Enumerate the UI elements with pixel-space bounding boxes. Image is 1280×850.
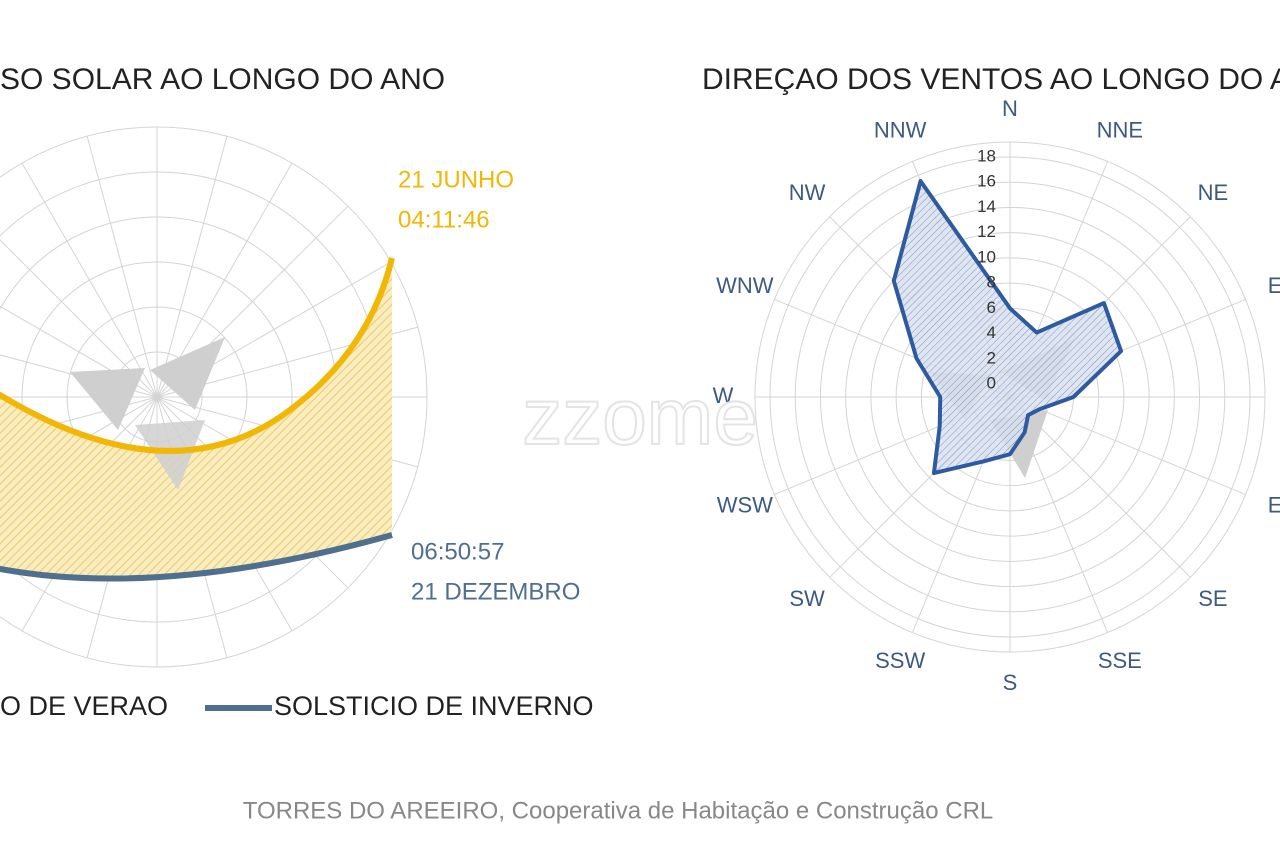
annotation: 21 DEZEMBRO	[411, 578, 580, 605]
direction-label: S	[1003, 670, 1018, 695]
direction-label: N	[1002, 96, 1018, 121]
r-tick-label: 6	[987, 298, 996, 317]
annotation: 21 JUNHO	[398, 166, 514, 193]
annotation: 04:11:46	[398, 206, 490, 233]
compass-arrow	[70, 368, 145, 430]
r-tick-label: 10	[977, 247, 996, 266]
legend-label: O DE VERAO	[0, 691, 168, 721]
grid-spoke	[1009, 396, 1246, 496]
summer-path	[0, 257, 395, 454]
wind-title: DIREÇAO DOS VENTOS AO LONGO DO A	[702, 63, 1280, 96]
sun-path-chart	[0, 126, 428, 668]
direction-label: NW	[789, 180, 826, 205]
annotation: 06:50:57	[411, 538, 504, 565]
direction-label: SSE	[1098, 648, 1142, 673]
direction-label: W	[713, 383, 734, 408]
r-tick-label: 14	[977, 197, 996, 216]
winter-path	[0, 532, 393, 582]
wind-area	[891, 179, 1124, 476]
direction-label: SE	[1198, 586, 1227, 611]
direction-label: SSW	[875, 648, 925, 673]
watermark: zzome	[522, 372, 758, 461]
grid-spoke	[156, 136, 228, 398]
r-tick-label: 12	[977, 222, 996, 241]
grid-spoke	[21, 162, 158, 398]
direction-label: SW	[789, 586, 825, 611]
r-tick-label: 2	[987, 348, 996, 367]
direction-label: E	[1268, 273, 1280, 298]
compass-arrow	[150, 337, 225, 410]
legend-label: SOLSTICIO DE INVERNO	[274, 691, 594, 721]
grid-spoke	[0, 239, 158, 398]
compass-arrow	[135, 420, 205, 490]
r-tick-label: 4	[987, 323, 996, 342]
r-tick-label: 8	[987, 273, 996, 292]
sun-title: SO SOLAR AO LONGO DO ANO	[0, 63, 445, 96]
wind-rose-chart: NNNENEEEESESSESSSWSWWSWWWNWNWNNW02468101…	[713, 96, 1280, 695]
r-tick-label: 18	[977, 146, 996, 165]
direction-label: NNW	[874, 118, 927, 143]
direction-label: NNE	[1097, 118, 1143, 143]
direction-label: E	[1268, 493, 1280, 518]
direction-label: WNW	[716, 273, 774, 298]
direction-label: NE	[1198, 180, 1229, 205]
r-tick-label: 0	[987, 373, 996, 392]
footer: TORRES DO AREEIRO, Cooperativa de Habita…	[243, 797, 994, 824]
grid-spoke	[86, 136, 158, 398]
season-band	[0, 258, 392, 579]
r-tick-label: 16	[977, 172, 996, 191]
direction-label: WSW	[717, 493, 773, 518]
